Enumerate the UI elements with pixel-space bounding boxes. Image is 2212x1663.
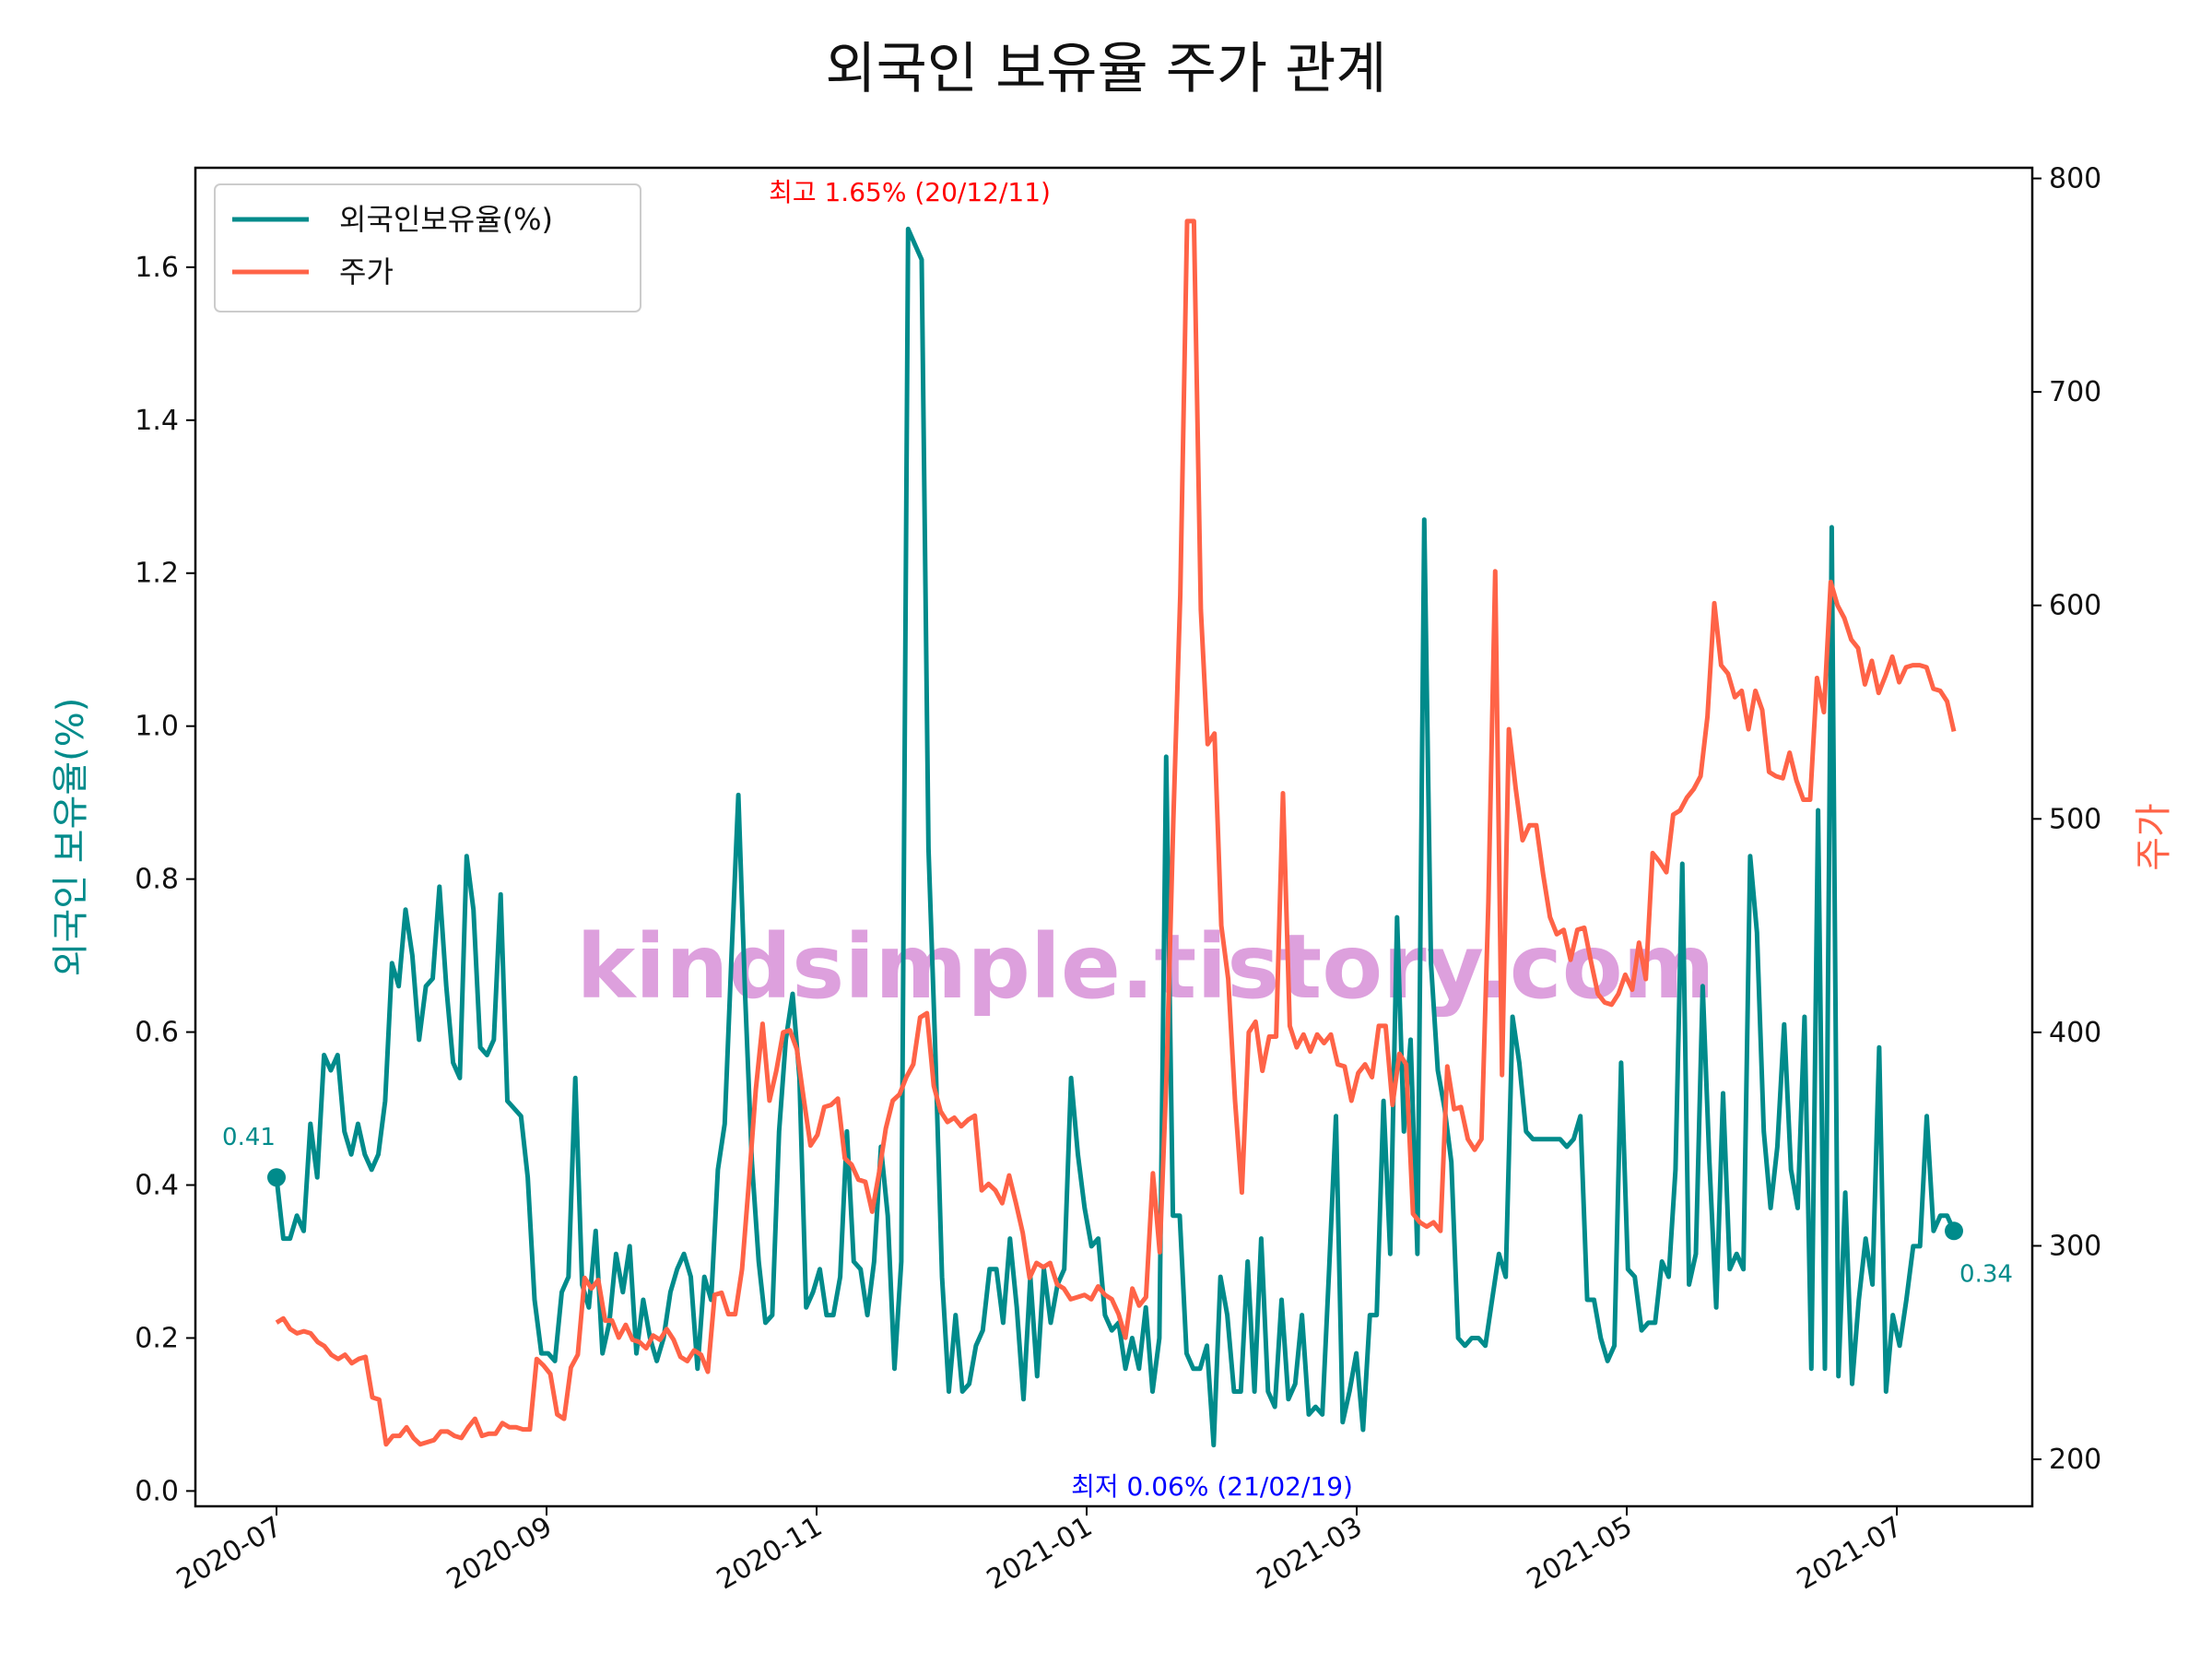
start-value-label: 0.41 (222, 1124, 276, 1151)
max-annotation: 최고 1.65% (20/12/11) (769, 177, 1051, 207)
y-tick-left-label: 1.0 (135, 711, 179, 743)
x-tick-label: 2020-11 (712, 1511, 828, 1597)
x-tick-label: 2021-03 (1252, 1511, 1368, 1597)
legend: 외국인보유율(%) 주가 (214, 183, 641, 313)
y-axis-right: 200 300 400 500 600 700 800 (2032, 163, 2101, 1476)
x-tick-label: 2021-01 (982, 1511, 1098, 1597)
y-tick-left-label: 0.0 (135, 1475, 179, 1507)
min-annotation: 최저 0.06% (21/02/19) (1071, 1471, 1353, 1502)
y-tick-left-label: 1.4 (135, 405, 179, 437)
x-tick-label: 2020-07 (171, 1511, 288, 1597)
y-tick-left-label: 0.6 (135, 1017, 179, 1049)
plot-area-frame (194, 166, 2034, 1508)
y-tick-left-label: 1.6 (135, 252, 179, 284)
series-layer: 0.41 0.34 (222, 218, 2013, 1448)
y-tick-right-label: 300 (2049, 1230, 2101, 1262)
y-axis-label-left: 외국인 보유율(%) (50, 698, 92, 977)
x-tick-label: 2020-09 (441, 1511, 558, 1597)
y-tick-right-label: 500 (2049, 803, 2101, 835)
x-tick-label: 2021-07 (1792, 1511, 1908, 1597)
end-point-marker (1945, 1221, 1963, 1241)
y-axis-left: 0.0 0.2 0.4 0.6 0.8 1.0 1.2 1.4 1.6 (135, 252, 195, 1507)
legend-label-holding: 외국인보유율(%) (339, 202, 553, 237)
y-axis-label-right: 주가 (2133, 803, 2175, 871)
y-tick-right-label: 200 (2049, 1444, 2101, 1476)
series-line-price (275, 218, 1957, 1447)
y-tick-right-label: 800 (2049, 163, 2101, 195)
legend-box (214, 183, 641, 313)
chart-title: 외국인 보유율 주가 관계 (825, 37, 1386, 101)
watermark: kindsimple.tistory.com (576, 915, 1714, 1019)
legend-label-price: 주가 (339, 254, 394, 289)
y-tick-left-label: 0.2 (135, 1322, 179, 1354)
y-tick-right-label: 600 (2049, 590, 2101, 622)
series-line-holding (274, 226, 1957, 1448)
y-tick-left-label: 0.4 (135, 1170, 179, 1202)
start-point-marker (267, 1168, 286, 1187)
y-tick-right-label: 700 (2049, 376, 2101, 408)
y-tick-left-label: 0.8 (135, 864, 179, 896)
y-tick-left-label: 1.2 (135, 558, 179, 590)
y-tick-right-label: 400 (2049, 1017, 2101, 1049)
x-tick-label: 2021-05 (1522, 1511, 1638, 1597)
x-axis: 2020-07 2020-09 2020-11 2021-01 2021-03 2021-… (171, 1506, 1908, 1597)
end-value-label: 0.34 (1959, 1260, 2013, 1288)
